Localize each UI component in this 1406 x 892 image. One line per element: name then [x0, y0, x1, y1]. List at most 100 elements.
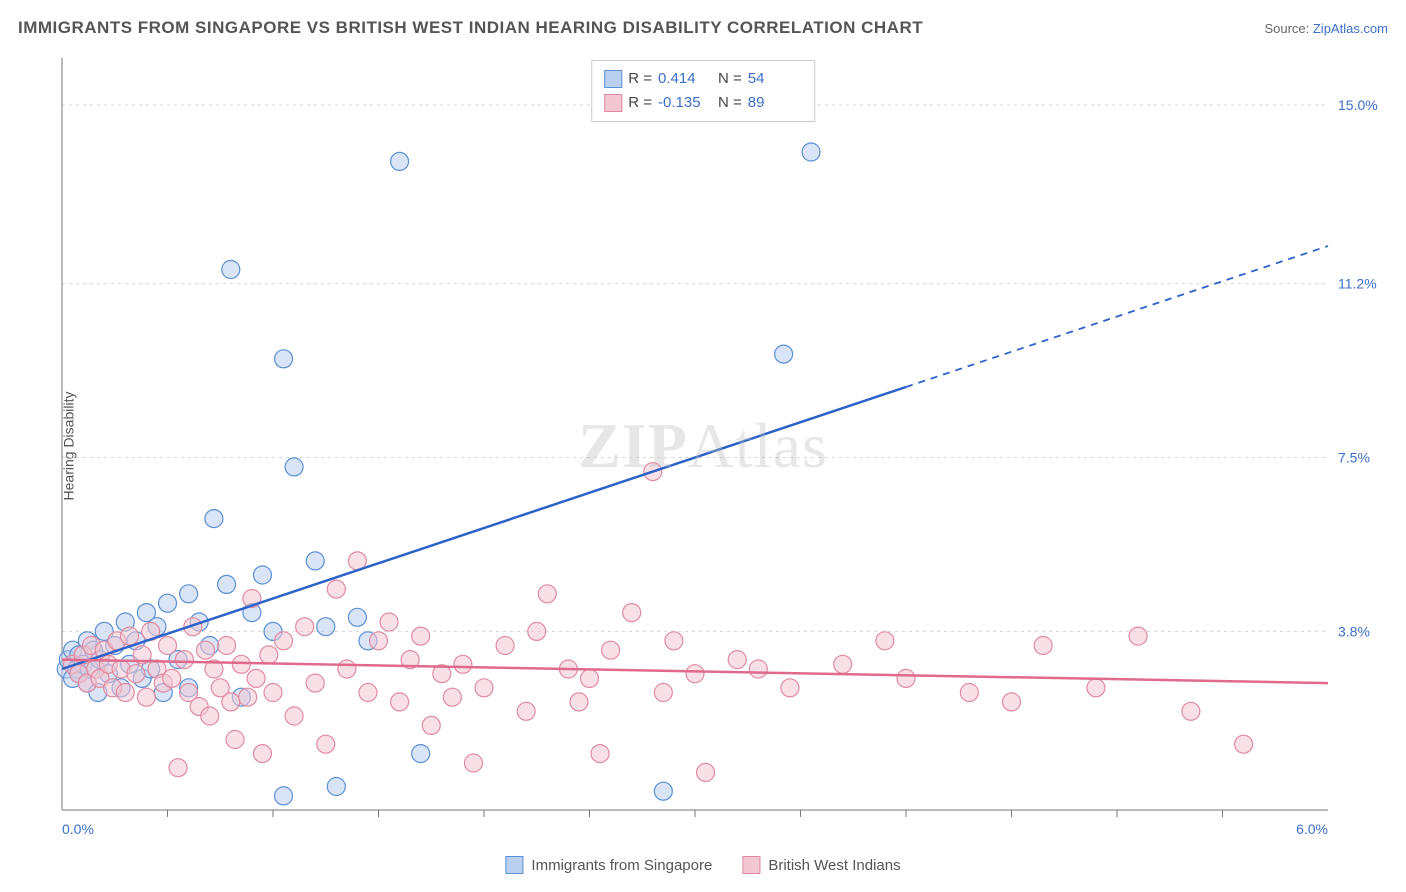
r-label: R = [628, 91, 652, 115]
data-point [296, 618, 314, 636]
data-point [391, 693, 409, 711]
series-legend-label: British West Indians [768, 857, 900, 874]
source-prefix: Source: [1264, 21, 1312, 36]
data-point [475, 679, 493, 697]
data-point [1087, 679, 1105, 697]
data-point [654, 684, 672, 702]
data-point [264, 684, 282, 702]
n-label: N = [718, 91, 742, 115]
data-point [348, 608, 366, 626]
data-point [422, 716, 440, 734]
data-point [253, 745, 271, 763]
data-point [412, 627, 430, 645]
data-point [327, 580, 345, 598]
trend-line [62, 387, 906, 669]
series-legend-item: British West Indians [742, 856, 900, 874]
r-value: -0.135 [658, 91, 712, 115]
data-point [306, 552, 324, 570]
legend-swatch [604, 94, 622, 112]
data-point [285, 458, 303, 476]
data-point [370, 632, 388, 650]
data-point [232, 655, 250, 673]
data-point [247, 669, 265, 687]
n-value: 89 [748, 91, 802, 115]
series-legend-item: Immigrants from Singapore [505, 856, 712, 874]
data-point [897, 669, 915, 687]
data-point [686, 665, 704, 683]
x-tick-label: 6.0% [1296, 821, 1328, 837]
legend-swatch [505, 856, 523, 874]
data-point [960, 684, 978, 702]
data-point [359, 684, 377, 702]
data-point [159, 594, 177, 612]
data-point [443, 688, 461, 706]
data-point [412, 745, 430, 763]
data-point [1003, 693, 1021, 711]
data-point [175, 651, 193, 669]
data-point [180, 585, 198, 603]
data-point [275, 350, 293, 368]
data-point [222, 693, 240, 711]
data-point [218, 575, 236, 593]
data-point [137, 688, 155, 706]
data-point [665, 632, 683, 650]
scatter-chart: 0.0%6.0%3.8%7.5%11.2%15.0% [54, 54, 1384, 842]
data-point [260, 646, 278, 664]
data-point [239, 688, 257, 706]
data-point [338, 660, 356, 678]
n-value: 54 [748, 67, 802, 91]
data-point [327, 778, 345, 796]
y-tick-label: 15.0% [1338, 97, 1378, 113]
series-legend: Immigrants from Singapore British West In… [505, 856, 900, 874]
data-point [623, 604, 641, 622]
data-point [163, 669, 181, 687]
data-point [169, 759, 187, 777]
y-tick-label: 3.8% [1338, 623, 1370, 639]
data-point [391, 152, 409, 170]
legend-swatch [742, 856, 760, 874]
data-point [697, 763, 715, 781]
x-tick-label: 0.0% [62, 821, 94, 837]
data-point [218, 637, 236, 655]
data-point [517, 702, 535, 720]
n-label: N = [718, 67, 742, 91]
data-point [1129, 627, 1147, 645]
correlation-legend: R =0.414N =54R =-0.135N =89 [591, 60, 815, 122]
data-point [317, 735, 335, 753]
data-point [201, 707, 219, 725]
data-point [454, 655, 472, 673]
data-point [775, 345, 793, 363]
data-point [222, 261, 240, 279]
correlation-legend-row: R =-0.135N =89 [604, 91, 802, 115]
data-point [728, 651, 746, 669]
data-point [380, 613, 398, 631]
correlation-legend-row: R =0.414N =54 [604, 67, 802, 91]
data-point [306, 674, 324, 692]
data-point [1034, 637, 1052, 655]
data-point [876, 632, 894, 650]
data-point [781, 679, 799, 697]
data-point [602, 641, 620, 659]
data-point [654, 782, 672, 800]
legend-swatch [604, 70, 622, 88]
data-point [834, 655, 852, 673]
trend-line-extrapolated [906, 246, 1328, 387]
data-point [121, 627, 139, 645]
data-point [285, 707, 303, 725]
header: IMMIGRANTS FROM SINGAPORE VS BRITISH WES… [18, 18, 1388, 38]
page-title: IMMIGRANTS FROM SINGAPORE VS BRITISH WES… [18, 18, 923, 38]
r-value: 0.414 [658, 67, 712, 91]
data-point [205, 510, 223, 528]
data-point [464, 754, 482, 772]
data-point [802, 143, 820, 161]
source-attribution: Source: ZipAtlas.com [1264, 21, 1388, 36]
data-point [275, 632, 293, 650]
source-link[interactable]: ZipAtlas.com [1313, 21, 1388, 36]
data-point [496, 637, 514, 655]
data-point [275, 787, 293, 805]
data-point [116, 684, 134, 702]
y-tick-label: 7.5% [1338, 450, 1370, 466]
data-point [591, 745, 609, 763]
r-label: R = [628, 67, 652, 91]
data-point [159, 637, 177, 655]
